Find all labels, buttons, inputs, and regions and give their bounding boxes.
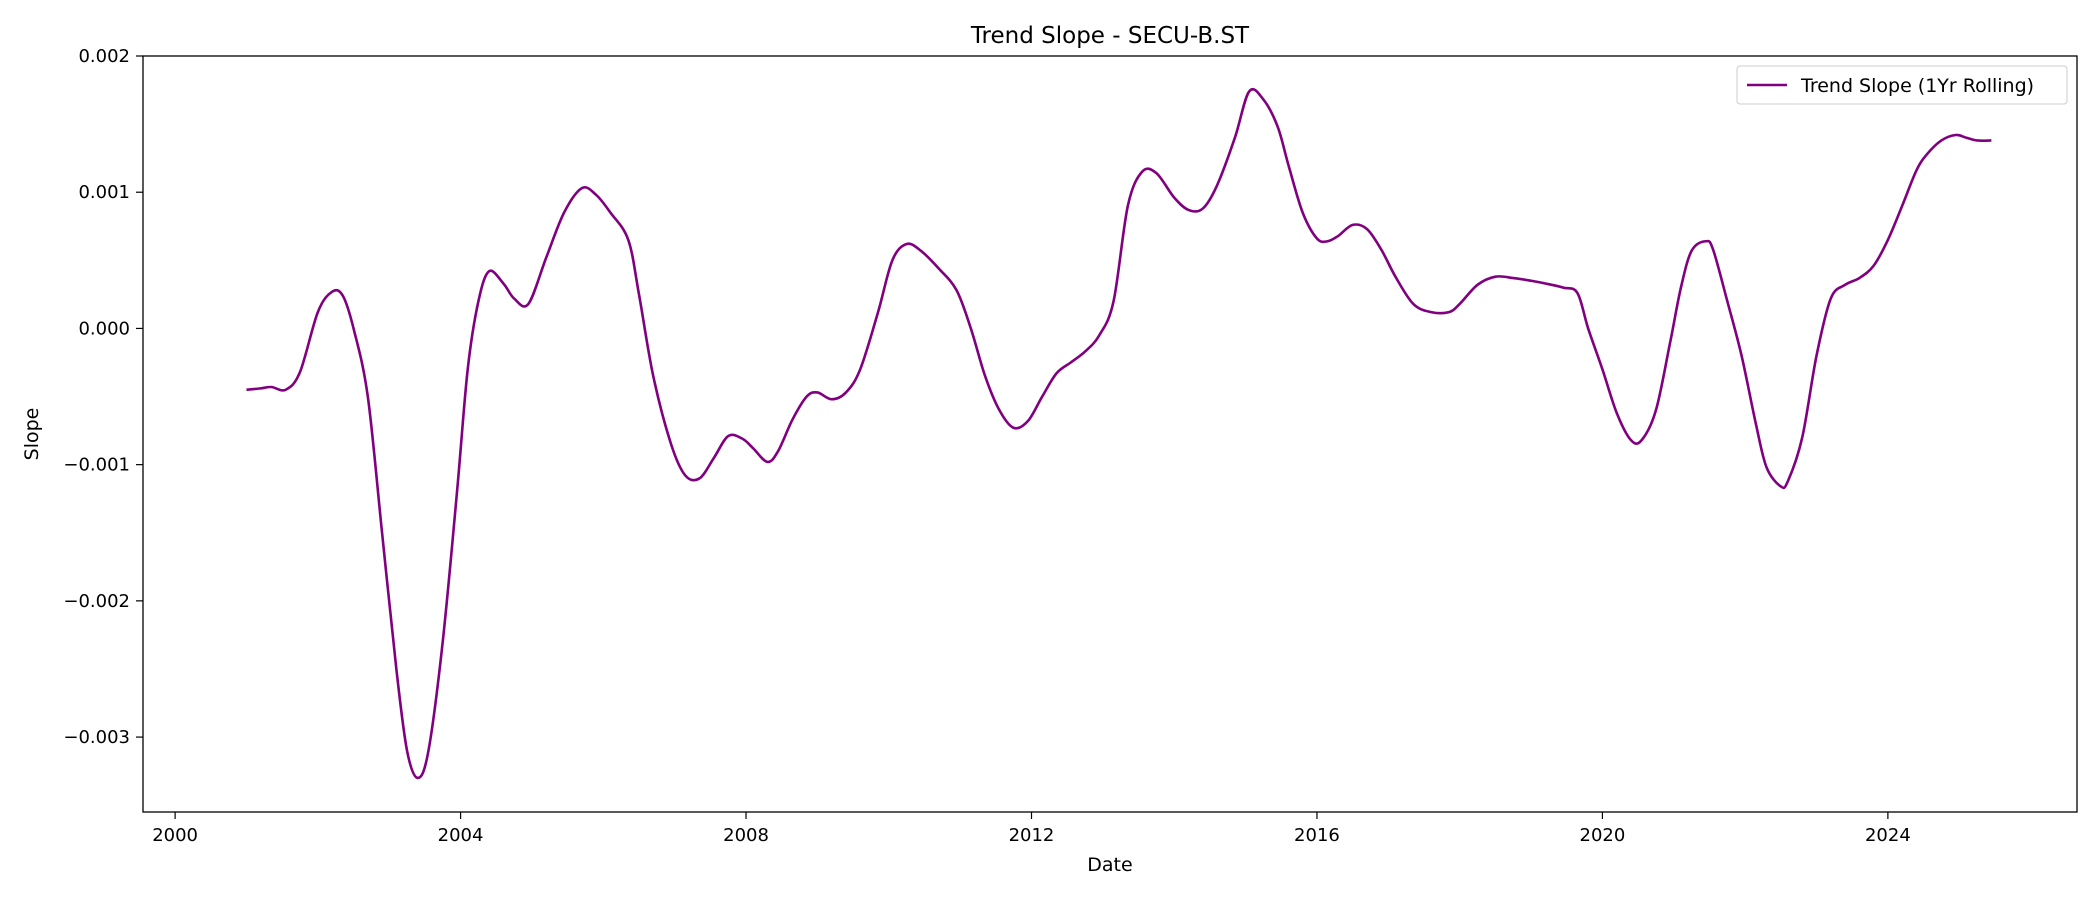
x-tick-label: 2016 — [1294, 825, 1340, 846]
y-tick-label: 0.000 — [78, 318, 130, 339]
legend-label: Trend Slope (1Yr Rolling) — [1800, 75, 2034, 97]
legend: Trend Slope (1Yr Rolling) — [1736, 65, 2068, 105]
plot-frame — [142, 55, 2078, 813]
y-tick-label: −0.002 — [63, 591, 130, 612]
x-tick-label: 2000 — [152, 825, 198, 846]
x-tick-label: 2008 — [723, 825, 769, 846]
x-axis-label: Date — [1087, 854, 1132, 876]
y-tick-label: −0.001 — [63, 455, 130, 476]
series-line-trend-slope — [246, 87, 1992, 780]
legend-box — [1736, 65, 2068, 105]
x-tick-label: 2024 — [1865, 825, 1911, 846]
y-axis-label: Slope — [21, 408, 43, 461]
x-tick-label: 2012 — [1009, 825, 1055, 846]
chart-title: Trend Slope - SECU-B.ST — [970, 23, 1250, 49]
x-tick-label: 2004 — [438, 825, 484, 846]
axis-ticks: 2000 2004 2008 2012 2016 2020 2024 0.002 0.001 0.… — [63, 46, 1910, 846]
y-tick-label: 0.001 — [78, 182, 130, 203]
x-tick-label: 2020 — [1580, 825, 1626, 846]
y-tick-label: 0.002 — [78, 46, 130, 67]
y-tick-label: −0.003 — [63, 727, 130, 748]
